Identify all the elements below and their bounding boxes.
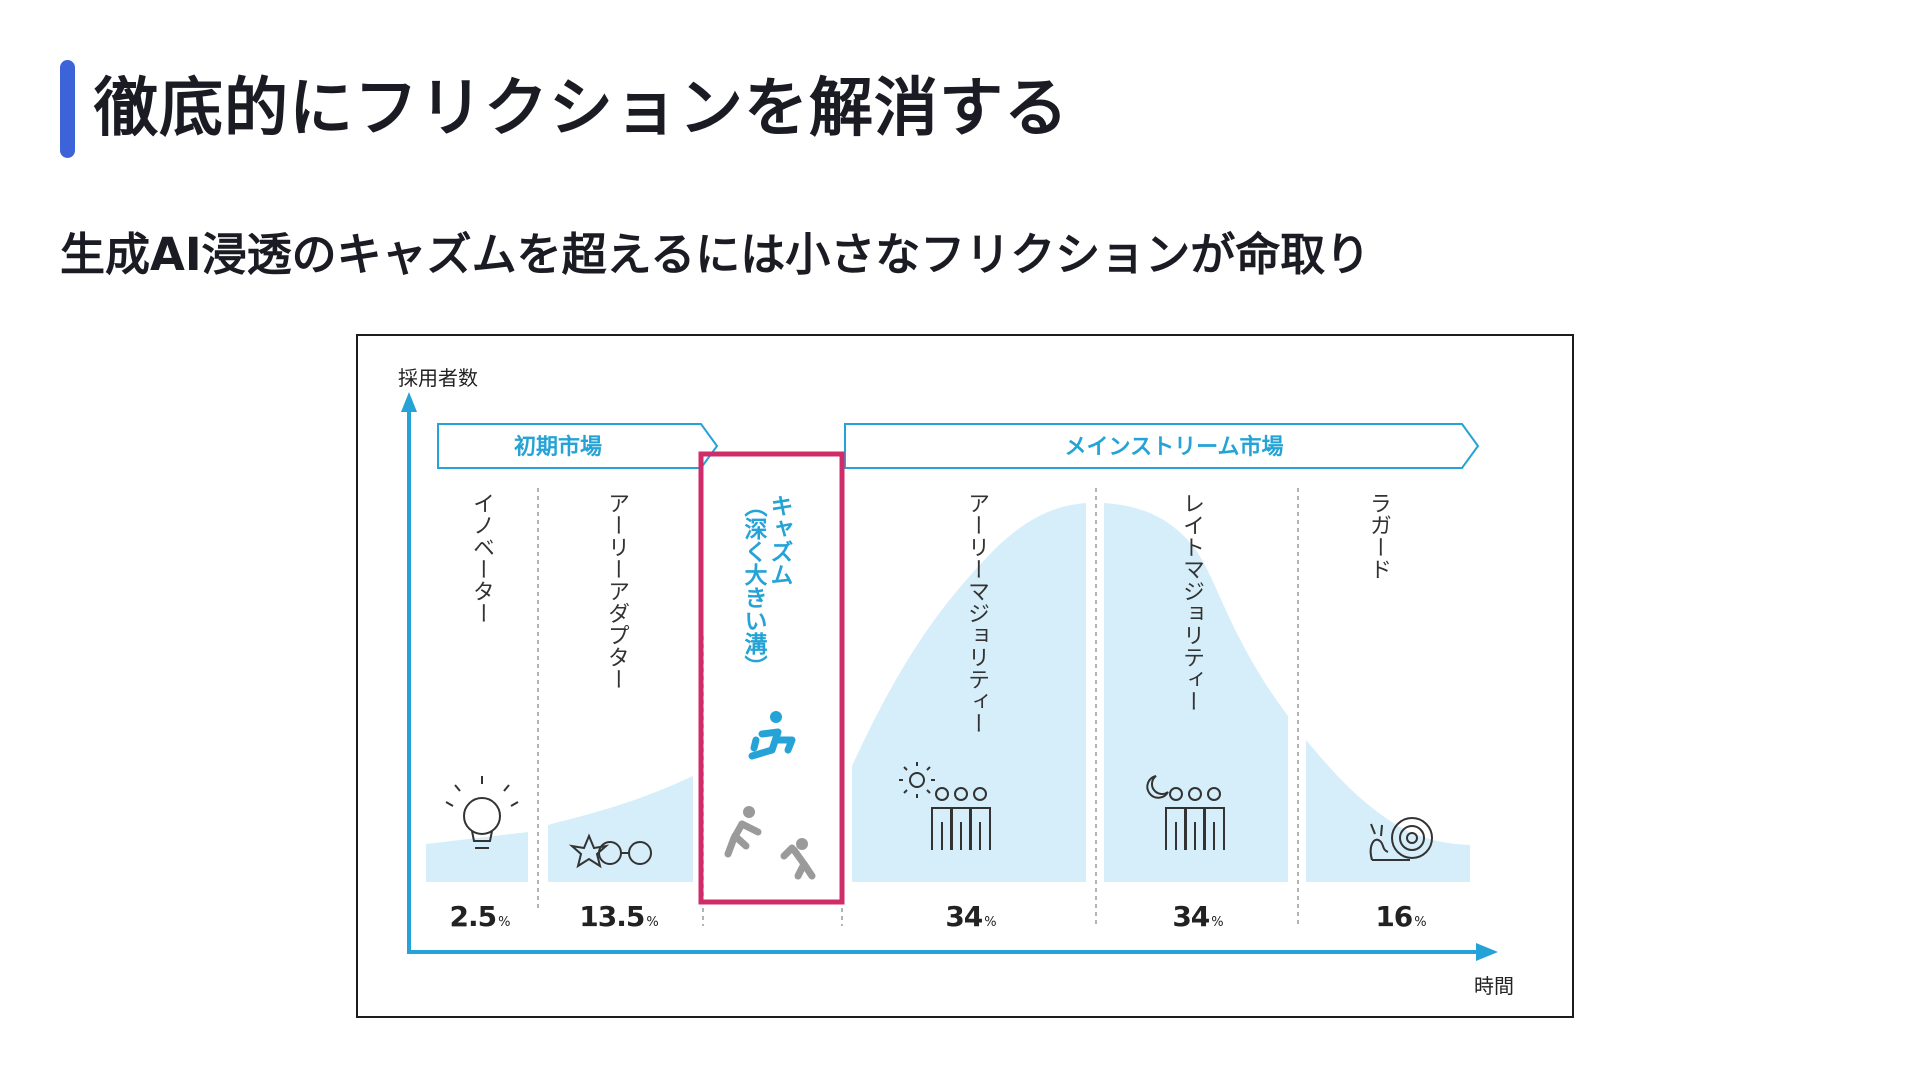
percent-late-majority: 34% — [1158, 900, 1238, 933]
percent-unit: % — [984, 915, 997, 930]
percent-value-early-adopters: 13.5 — [579, 900, 645, 933]
curve-early-adopters — [548, 776, 693, 882]
lightbulb-icon — [445, 776, 519, 849]
diagram-graphics: 初期市場 メインストリーム市場 — [401, 392, 1498, 961]
page-title: 徹底的にフリクションを解消する — [94, 72, 1069, 146]
curve-late-majority — [1104, 503, 1288, 882]
mainstream-market-label: メインストリーム市場 — [1065, 434, 1284, 460]
y-axis-label: 採用者数 — [398, 366, 478, 390]
percent-unit: % — [498, 915, 511, 930]
percent-value-late-majority: 34 — [1172, 900, 1210, 933]
mainstream-market-banner — [844, 423, 1480, 469]
x-axis-arrow — [1476, 943, 1498, 961]
segment-label-late-majority: レイトマジョリティー — [1179, 492, 1204, 712]
moon-people-icon — [1146, 775, 1225, 850]
y-axis-arrow — [401, 392, 417, 412]
curve-innovators — [426, 832, 528, 882]
jumping-person-icon — [748, 711, 796, 760]
glasses-icon — [568, 833, 652, 869]
early-market-label: 初期市場 — [514, 434, 602, 460]
percent-value-early-majority: 34 — [945, 900, 983, 933]
percent-unit: % — [646, 915, 659, 930]
segment-label-innovators: イノベーター — [469, 492, 494, 624]
snail-icon — [1369, 817, 1433, 861]
sun-people-icon — [899, 762, 991, 850]
chasm-highlight-box — [698, 451, 845, 905]
percent-value-laggards: 16 — [1375, 900, 1413, 933]
percent-laggards: 16% — [1361, 900, 1441, 933]
adoption-curve — [426, 503, 1470, 882]
percent-unit: % — [1414, 915, 1427, 930]
percent-innovators: 2.5% — [440, 900, 520, 933]
segment-label-early-adopters: アーリーアダプター — [604, 492, 629, 690]
segment-label-laggards: ラガード — [1366, 492, 1391, 580]
percent-early-adopters: 13.5% — [579, 900, 659, 933]
segment-label-early-majority: アーリーマジョリティー — [964, 492, 989, 734]
percent-unit: % — [1211, 915, 1224, 930]
segment-label-chasm: キャズム （深く大きい溝） — [740, 494, 792, 678]
x-axis-label: 時間 — [1474, 974, 1514, 998]
percent-early-majority: 34% — [931, 900, 1011, 933]
title-accent-bar — [60, 60, 75, 158]
falling-people-icon — [724, 806, 816, 880]
percent-value-innovators: 2.5 — [449, 900, 498, 933]
curve-laggards — [1306, 740, 1470, 882]
axes — [401, 392, 1498, 961]
early-market-banner — [437, 423, 719, 469]
chasm-diagram: 初期市場 メインストリーム市場 — [356, 334, 1574, 1018]
page-subtitle: 生成AI浸透のキャズムを超えるには小さなフリクションが命取り — [60, 228, 1371, 281]
curve-early-majority — [852, 503, 1086, 882]
